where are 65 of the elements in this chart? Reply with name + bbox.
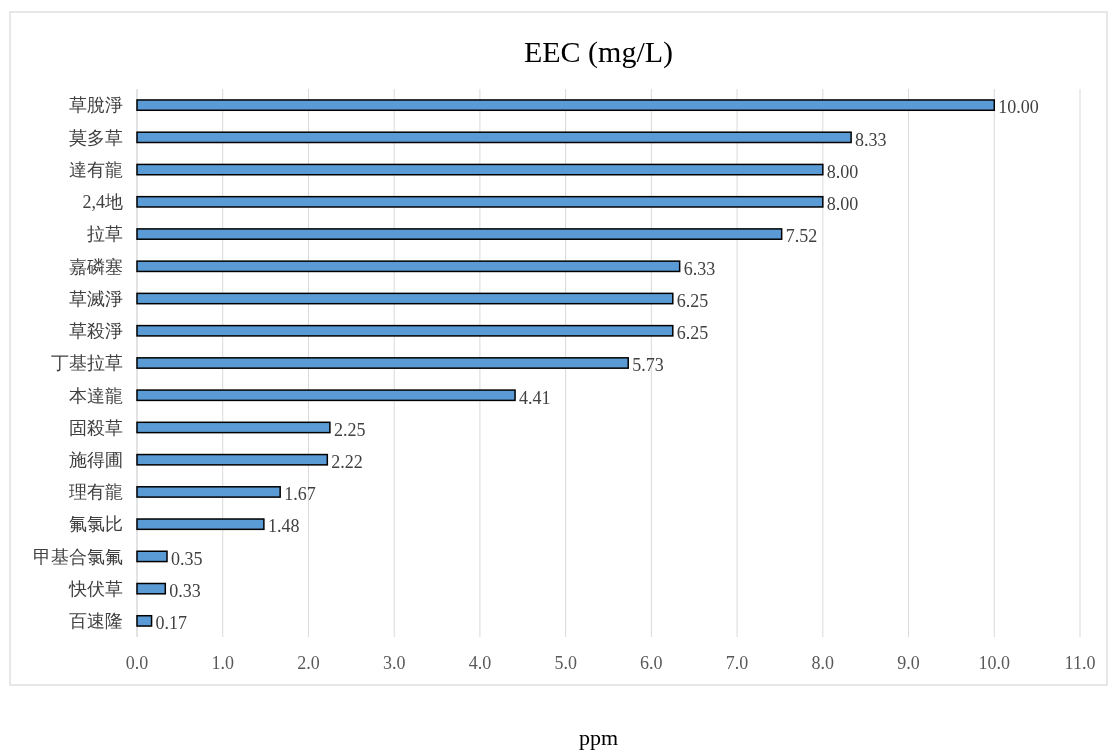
bar — [136, 260, 681, 273]
y-tick-label: 達有龍 — [69, 159, 123, 180]
data-label: 0.33 — [169, 580, 201, 601]
bar — [136, 99, 996, 112]
bar — [136, 228, 783, 240]
bar — [136, 421, 331, 434]
data-label: 7.52 — [785, 226, 818, 247]
chart-title: EEC (mg/L) — [523, 35, 674, 69]
bar — [136, 453, 329, 466]
data-label: 8.33 — [855, 129, 887, 150]
y-tick-label: 快伏草 — [68, 578, 123, 599]
x-tick-label: 11.0 — [1064, 653, 1096, 673]
x-tick-label: 1.0 — [211, 653, 234, 673]
x-tick-label: 8.0 — [811, 653, 835, 673]
y-tick-label: 2,4地 — [82, 192, 123, 213]
bar — [136, 163, 824, 176]
bar — [136, 389, 516, 402]
data-label: 1.48 — [267, 516, 300, 537]
y-tick-label: 丁基拉草 — [51, 353, 123, 374]
y-tick-label: 草滅淨 — [69, 288, 123, 309]
x-tick-label: 6.0 — [640, 653, 663, 673]
y-tick-label: 固殺草 — [69, 417, 123, 438]
y-tick-label: 草殺淨 — [69, 321, 123, 342]
data-label: 0.35 — [171, 548, 203, 569]
data-label: 10.00 — [998, 97, 1039, 118]
y-tick-label: 理有龍 — [69, 482, 123, 503]
bar — [136, 292, 674, 305]
bar — [136, 195, 824, 208]
x-tick-label: 7.0 — [725, 653, 749, 673]
data-label: 1.67 — [284, 484, 316, 505]
data-label: 2.22 — [331, 452, 363, 473]
data-label: 5.73 — [632, 355, 664, 376]
y-tick-label: 本達龍 — [69, 385, 123, 406]
y-tick-label: 氟氯比 — [69, 514, 123, 535]
bar — [136, 550, 168, 563]
x-tick-label: 2.0 — [297, 653, 320, 673]
x-tick-label: 3.0 — [382, 653, 406, 673]
x-tick-label: 9.0 — [897, 653, 920, 673]
y-tick-label: 莫多草 — [69, 127, 123, 148]
data-label: 6.25 — [676, 323, 709, 344]
x-tick-label: 5.0 — [554, 653, 577, 673]
data-label: 6.25 — [676, 290, 709, 311]
bar — [136, 131, 852, 144]
y-tick-label: 施得圃 — [69, 450, 123, 471]
y-tick-label: 百速隆 — [69, 611, 123, 632]
data-label: 4.41 — [519, 387, 551, 408]
data-label: 0.17 — [155, 613, 188, 634]
x-tick-label: 0.0 — [125, 653, 149, 673]
bar — [136, 324, 674, 337]
y-tick-label: 嘉磷塞 — [69, 256, 123, 277]
x-tick-label: 4.0 — [468, 653, 492, 673]
bar — [136, 357, 629, 369]
y-tick-label: 拉草 — [87, 224, 123, 245]
y-tick-label: 草脫淨 — [69, 95, 123, 116]
bar — [136, 518, 265, 531]
data-label: 2.25 — [333, 419, 366, 440]
y-tick-label: 甲基合氯氟 — [33, 546, 123, 567]
data-label: 6.33 — [683, 258, 716, 279]
data-label: 8.00 — [826, 161, 859, 182]
data-label: 8.00 — [826, 194, 859, 215]
x-axis-title: ppm — [578, 725, 619, 750]
bar — [136, 486, 281, 498]
x-tick-label: 10.0 — [978, 653, 1011, 673]
bar — [136, 614, 153, 627]
bar — [136, 582, 167, 595]
